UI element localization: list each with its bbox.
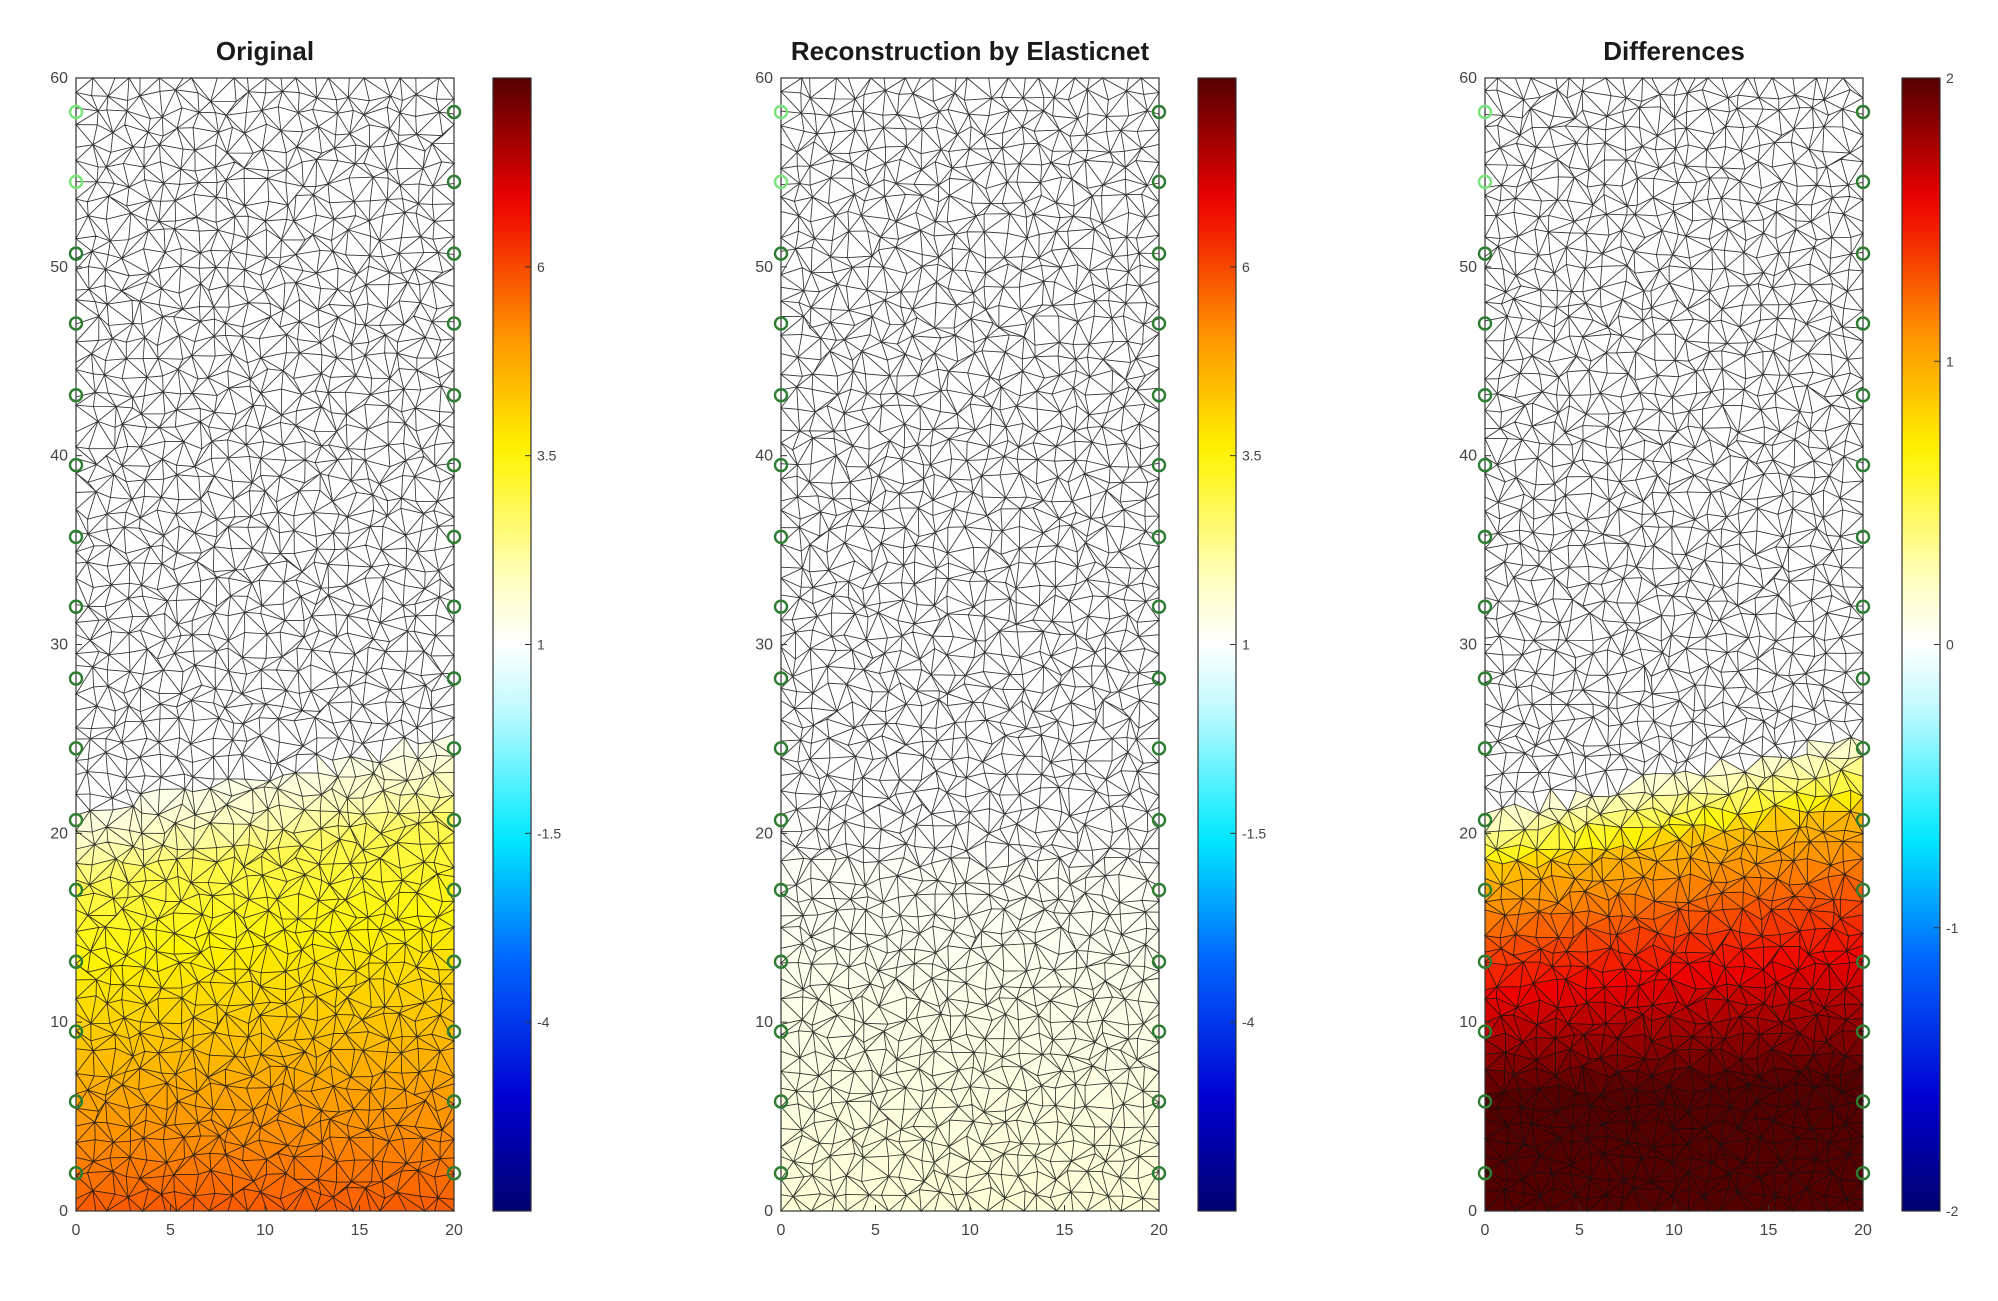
y-tick-label: 50 — [50, 259, 68, 276]
colorbar-tick-label: -1.5 — [537, 825, 561, 841]
y-tick-label: 10 — [755, 1014, 773, 1031]
x-tick-label: 20 — [1150, 1222, 1168, 1239]
y-tick-label: 60 — [755, 70, 773, 87]
colorbar-reconstruction: 6 3.5 1 -1.5 -4 — [1197, 77, 1266, 1212]
colorbar-original: 6 3.5 1 -1.5 -4 — [492, 77, 561, 1212]
chart-title-differences: Differences — [1603, 36, 1745, 66]
colorbar-tick-label: 3.5 — [1242, 448, 1262, 464]
colorbar-tick-label: -4 — [537, 1014, 550, 1030]
colorbar-tick-label: -4 — [1242, 1014, 1255, 1030]
colorbar-tick-label: 6 — [1242, 259, 1250, 275]
y-tick-label: 20 — [50, 825, 68, 842]
x-tick-label: 5 — [871, 1222, 880, 1239]
colorbar-tick-label: -1.5 — [1242, 825, 1266, 841]
plot-area-reconstruction: 0 5 10 15 20 0 10 20 30 40 50 60 — [755, 70, 1168, 1239]
x-tick-label: 20 — [445, 1222, 463, 1239]
y-tick-label: 50 — [755, 259, 773, 276]
colorbar-tick-label: 6 — [537, 259, 545, 275]
panel-original: Original 0 5 10 15 20 0 10 20 30 40 50 60 6 3.5 1 -1.5… — [50, 36, 561, 1239]
y-tick-label: 10 — [50, 1014, 68, 1031]
x-tick-label: 15 — [1056, 1222, 1074, 1239]
plot-area-original: 0 5 10 15 20 0 10 20 30 40 50 60 — [50, 70, 463, 1239]
y-tick-label: 40 — [50, 448, 68, 465]
y-tick-label: 60 — [50, 70, 68, 87]
x-tick-label: 0 — [72, 1222, 81, 1239]
x-tick-label: 10 — [961, 1222, 979, 1239]
y-tick-label: 20 — [755, 825, 773, 842]
y-tick-label: 0 — [59, 1203, 68, 1220]
x-tick-label: 10 — [256, 1222, 274, 1239]
colorbar-tick-label: 1 — [1242, 637, 1250, 653]
panel-reconstruction: Reconstruction by Elasticnet 0 5 10 15 20010… — [755, 36, 1266, 1239]
colorbar-tick-label: 1 — [537, 637, 545, 653]
y-tick-label: 30 — [50, 637, 68, 654]
y-tick-label: 0 — [764, 1203, 773, 1220]
y-tick-label: 30 — [755, 637, 773, 654]
chart-title-original: Original — [216, 36, 314, 66]
chart-title-reconstruction: Reconstruction by Elasticnet — [791, 36, 1150, 66]
x-tick-label: 0 — [777, 1222, 786, 1239]
x-tick-label: 5 — [166, 1222, 175, 1239]
x-tick-label: 15 — [351, 1222, 369, 1239]
colorbar-tick-label: 3.5 — [537, 448, 557, 464]
y-tick-label: 40 — [755, 448, 773, 465]
